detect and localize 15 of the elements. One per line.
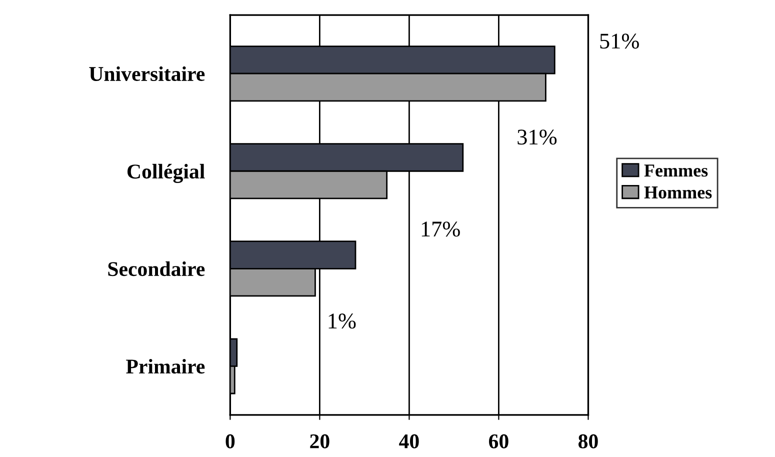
x-tick-label: 80: [578, 434, 598, 448]
annotation: 1%: [328, 314, 356, 329]
text: 51%: [600, 34, 639, 49]
y-tick-label: Secondaire: [108, 261, 205, 276]
annotation: 17%: [422, 222, 460, 237]
y-tick-label: Universitaire: [89, 66, 205, 82]
y-tick-label: Collégial: [128, 164, 205, 183]
x-tick-label: 60: [489, 434, 508, 448]
y-tick-label: Primaire: [126, 358, 205, 374]
x-tick-label: 0: [226, 434, 235, 448]
x-tick-label: 20: [310, 434, 330, 448]
legend-label: Femmes: [644, 164, 708, 177]
x-tick-label: 40: [399, 434, 419, 448]
legend-label: Hommes: [644, 186, 712, 199]
annotation: 31%: [518, 130, 557, 145]
